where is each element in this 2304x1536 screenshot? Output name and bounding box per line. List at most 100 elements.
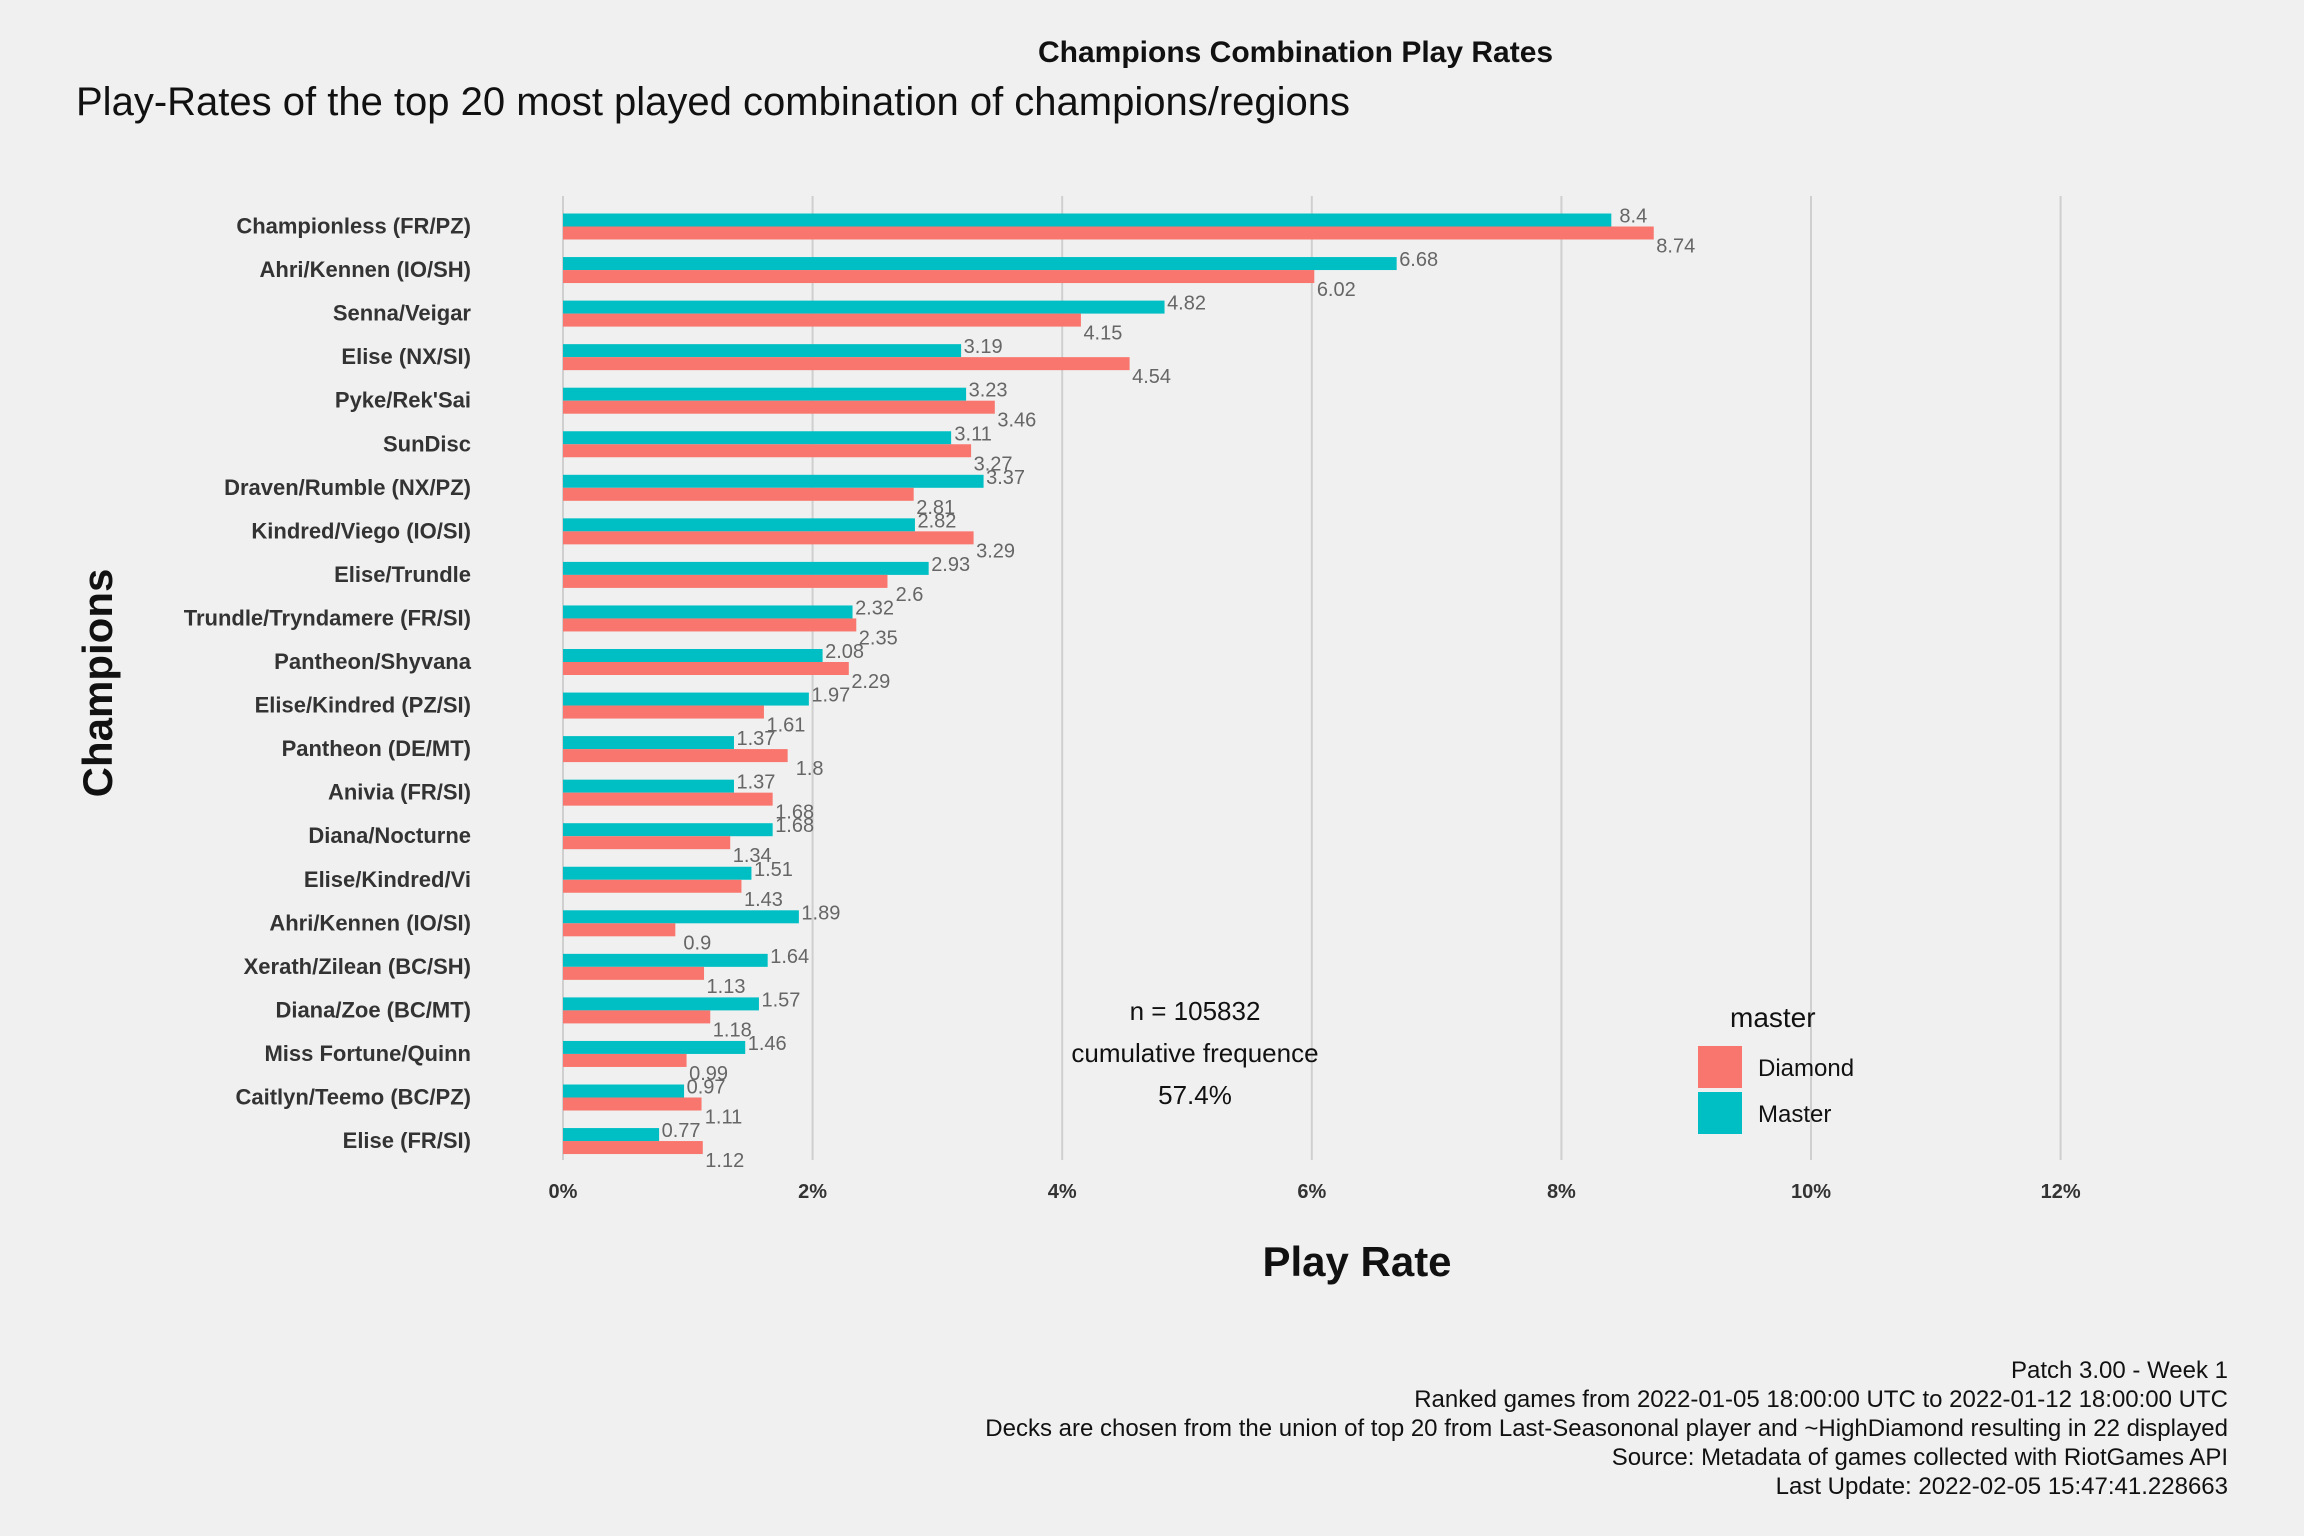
bar-diamond [563, 966, 705, 980]
bar-diamond [563, 662, 849, 675]
footer-line-3: Decks are chosen from the union of top 2… [985, 1415, 2228, 1442]
bar-master [563, 823, 773, 837]
bar-master [563, 300, 1165, 314]
bar-master [563, 474, 984, 488]
y-tick-label: Championless (FR/PZ) [236, 214, 471, 239]
bar-master [563, 997, 759, 1011]
y-tick-label: Senna/Veigar [333, 301, 472, 326]
bar-diamond [563, 357, 1130, 371]
bar-master [563, 561, 929, 575]
data-label-master: 3.19 [964, 336, 1003, 358]
y-tick-label: Diana/Zoe (BC/MT) [275, 997, 471, 1022]
legend-label: Master [1758, 1101, 1831, 1128]
data-label-master: 1.89 [801, 902, 840, 924]
data-label-master: 2.08 [825, 641, 864, 663]
data-label-diamond: 1.8 [796, 758, 824, 780]
data-label-diamond: 3.46 [997, 410, 1036, 432]
bar-master [563, 692, 809, 706]
data-label-diamond: 6.02 [1317, 279, 1356, 301]
y-tick-label: Pantheon/Shyvana [274, 649, 472, 674]
y-tick-label: Ahri/Kennen (IO/SI) [269, 910, 471, 935]
bar-master [563, 1128, 660, 1142]
data-label-diamond: 2.6 [896, 584, 924, 606]
y-tick-label: Miss Fortune/Quinn [264, 1041, 471, 1066]
x-tick-label: 12% [2041, 1181, 2081, 1203]
footer-line-4: Source: Metadata of games collected with… [1611, 1444, 2228, 1471]
data-label-master: 0.77 [662, 1120, 701, 1142]
data-label-master: 1.97 [811, 685, 850, 707]
bar-diamond [563, 705, 764, 719]
bar-diamond [563, 792, 773, 806]
bar-master [563, 213, 1612, 227]
legend-label: Diamond [1758, 1055, 1854, 1082]
data-label-diamond: 1.11 [705, 1107, 742, 1129]
bar-diamond [563, 1010, 711, 1024]
y-tick-label: Draven/Rumble (NX/PZ) [224, 475, 471, 500]
data-label-diamond: 3.27 [974, 453, 1013, 475]
y-tick-label: Elise/Trundle [334, 562, 471, 587]
data-label-master: 1.64 [770, 946, 809, 968]
data-label-master: 1.57 [761, 989, 800, 1011]
y-tick-label: Elise/Kindred (PZ/SI) [255, 693, 471, 718]
bar-diamond [563, 1097, 702, 1111]
bar-master [563, 431, 952, 445]
y-tick-label: Elise (FR/SI) [343, 1128, 471, 1153]
y-tick-label: Trundle/Tryndamere (FR/SI) [184, 605, 471, 630]
y-tick-label: Ahri/Kennen (IO/SH) [260, 257, 471, 282]
data-label-master: 2.82 [917, 510, 956, 532]
y-tick-label: Diana/Nocturne [308, 823, 471, 848]
data-label-diamond: 0.9 [683, 932, 711, 954]
bar-diamond [563, 1141, 703, 1155]
bar-diamond [563, 400, 995, 414]
y-tick-label: Pantheon (DE/MT) [282, 736, 471, 761]
data-label-diamond: 1.68 [775, 802, 814, 824]
data-label-master: 2.93 [931, 554, 970, 576]
bar-diamond [563, 749, 788, 763]
data-label-master: 1.37 [737, 728, 776, 750]
footer-line-5: Last Update: 2022-02-05 15:47:41.228663 [1775, 1473, 2228, 1500]
legend-swatch [1698, 1092, 1742, 1134]
data-label-diamond: 1.13 [707, 976, 746, 998]
bar-diamond [563, 487, 914, 501]
data-label-diamond: 1.43 [744, 889, 783, 911]
data-label-diamond: 1.18 [713, 1019, 752, 1041]
bar-diamond [563, 226, 1654, 240]
bar-master [563, 344, 962, 358]
bar-diamond [563, 574, 888, 588]
footer-line-1: Patch 3.00 - Week 1 [2010, 1357, 2228, 1384]
y-tick-label: Xerath/Zilean (BC/SH) [244, 954, 471, 979]
y-axis-title: Champions [74, 569, 121, 798]
x-tick-label: 4% [1048, 1181, 1077, 1203]
data-label-diamond: 2.81 [916, 497, 955, 519]
bar-diamond [563, 618, 857, 632]
bar-master [563, 910, 799, 924]
y-tick-label: Elise/Kindred/Vi [304, 867, 471, 892]
bar-master [563, 1084, 685, 1098]
data-label-master: 6.68 [1399, 249, 1438, 271]
bar-master [563, 605, 853, 619]
chart-header-title: Champions Combination Play Rates [1038, 36, 1554, 69]
x-axis-title: Play Rate [1262, 1238, 1451, 1285]
data-label-diamond: 1.61 [766, 715, 805, 737]
data-label-diamond: 1.12 [705, 1150, 744, 1172]
data-label-diamond: 1.34 [733, 845, 772, 867]
bar-master [563, 1040, 746, 1054]
y-tick-label: Caitlyn/Teemo (BC/PZ) [235, 1085, 471, 1110]
data-label-diamond: 4.54 [1132, 366, 1171, 388]
data-label-master: 8.4 [1619, 206, 1647, 228]
bar-diamond [563, 836, 731, 850]
y-tick-label: SunDisc [383, 431, 471, 456]
bar-diamond [563, 531, 974, 545]
bar-diamond [563, 444, 972, 458]
y-tick-label: Kindred/Viego (IO/SI) [251, 518, 471, 543]
y-tick-label: Anivia (FR/SI) [328, 780, 471, 805]
annotation-line: cumulative frequence [1071, 1038, 1318, 1068]
data-label-master: 1.37 [737, 772, 776, 794]
data-label-master: 3.37 [986, 467, 1025, 489]
data-label-master: 0.97 [687, 1077, 726, 1099]
x-tick-label: 8% [1547, 1181, 1576, 1203]
footer-line-2: Ranked games from 2022-01-05 18:00:00 UT… [1414, 1386, 2228, 1413]
data-label-diamond: 4.15 [1083, 323, 1122, 345]
